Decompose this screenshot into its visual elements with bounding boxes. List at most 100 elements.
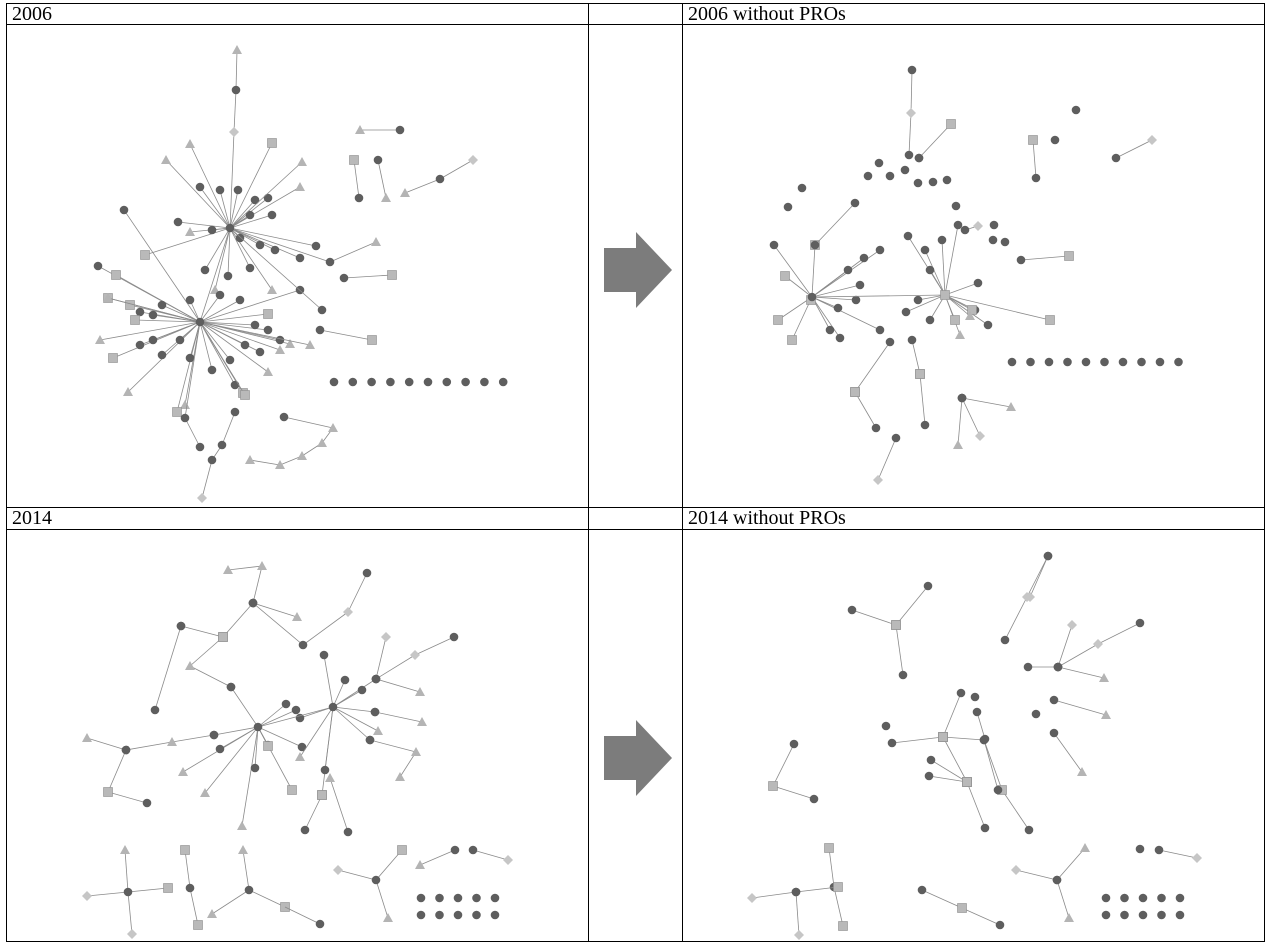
node-circle — [833, 303, 843, 313]
node-circle — [953, 220, 963, 230]
edge — [229, 161, 303, 229]
node-triangle — [123, 387, 133, 396]
edge — [919, 373, 926, 426]
edge — [201, 459, 213, 499]
edge — [942, 736, 985, 741]
node-square — [1064, 251, 1074, 261]
node-circle — [809, 794, 819, 804]
edge — [304, 794, 323, 831]
node-circle — [135, 307, 145, 317]
edge — [1115, 139, 1153, 159]
edge — [229, 189, 239, 229]
edge — [895, 624, 904, 676]
node-triangle — [1099, 673, 1109, 682]
node-diamond — [503, 855, 513, 865]
edge — [854, 341, 891, 393]
edge — [134, 319, 201, 323]
node-triangle — [1101, 710, 1111, 719]
node-square — [950, 315, 960, 325]
node-triangle — [1064, 913, 1074, 922]
edge — [329, 777, 349, 833]
node-square — [387, 270, 397, 280]
node-circle — [386, 377, 395, 387]
node-triangle — [245, 455, 255, 464]
edge — [942, 736, 968, 783]
node-triangle — [237, 821, 247, 830]
node-circle — [1138, 893, 1148, 903]
edge — [199, 186, 231, 229]
edge — [472, 849, 509, 861]
node-diamond — [82, 891, 92, 901]
node-square — [193, 920, 203, 930]
edge — [152, 314, 201, 323]
node-circle — [1157, 893, 1166, 903]
edge — [229, 227, 331, 263]
node-circle — [231, 85, 241, 95]
node-square — [824, 843, 834, 853]
header-2014-without-pros: 2014 without PROs — [688, 507, 846, 529]
edge — [199, 321, 236, 386]
edge — [928, 775, 968, 783]
edge — [229, 227, 317, 247]
node-circle — [195, 317, 205, 327]
node-circle — [250, 320, 260, 330]
node-square — [240, 390, 250, 400]
node-triangle — [238, 845, 248, 854]
edge — [944, 224, 959, 296]
node-circle — [180, 413, 190, 423]
node-triangle — [400, 188, 410, 197]
edge — [219, 189, 231, 229]
node-diamond — [127, 929, 137, 939]
node-square — [397, 845, 407, 855]
node-circle — [973, 278, 983, 288]
edge — [877, 437, 897, 481]
edge — [343, 274, 393, 279]
edge — [332, 678, 377, 708]
node-circle — [185, 295, 195, 305]
node-circle — [250, 195, 260, 205]
node-triangle — [185, 661, 195, 670]
node-circle — [847, 605, 857, 615]
node-circle — [951, 201, 961, 211]
edge — [204, 227, 231, 271]
edge — [257, 706, 334, 728]
edge — [184, 849, 191, 889]
edge — [284, 906, 321, 925]
node-circle — [1118, 357, 1128, 367]
edge — [811, 284, 861, 298]
node-circle — [207, 225, 217, 235]
node-circle — [885, 171, 895, 181]
node-circle — [851, 295, 861, 305]
node-triangle — [275, 345, 285, 354]
node-circle — [279, 412, 289, 422]
node-circle — [185, 883, 195, 893]
edge — [374, 711, 423, 723]
edge — [369, 739, 417, 753]
edge — [944, 282, 979, 296]
node-circle — [925, 315, 935, 325]
edge — [908, 112, 912, 156]
edge — [332, 706, 376, 713]
node-circle — [913, 295, 923, 305]
edge — [983, 739, 999, 791]
node-square — [938, 732, 948, 742]
edge — [961, 397, 1012, 408]
edge — [814, 202, 856, 246]
edge — [229, 214, 273, 229]
node-circle — [1120, 893, 1129, 903]
node-square — [263, 309, 273, 319]
node-circle — [914, 153, 924, 163]
edge — [127, 891, 133, 935]
edge — [833, 886, 844, 927]
node-triangle — [297, 157, 307, 166]
edge — [772, 743, 795, 787]
edge — [891, 736, 944, 744]
node-diamond — [381, 632, 391, 642]
edge — [184, 321, 201, 419]
edge — [828, 847, 835, 888]
node-diamond — [1192, 853, 1202, 863]
node-diamond — [1011, 865, 1021, 875]
node-circle — [904, 150, 914, 160]
node-circle — [291, 705, 301, 715]
node-square — [838, 921, 848, 931]
